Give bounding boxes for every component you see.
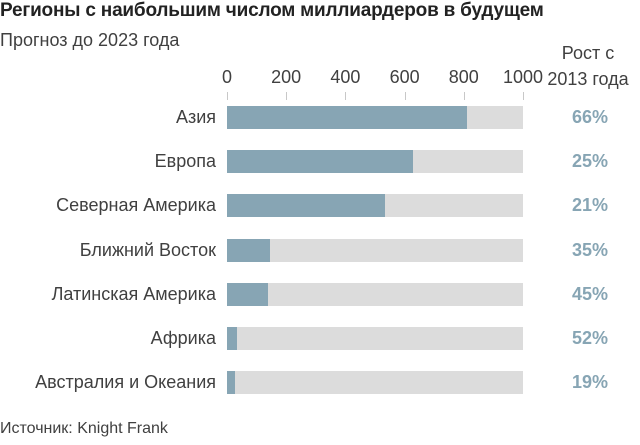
- bar: [227, 371, 235, 395]
- bar: [227, 194, 386, 218]
- growth-value: 45%: [571, 283, 609, 304]
- x-tick-label: 800: [448, 67, 479, 87]
- x-tick-label: 0: [221, 67, 233, 87]
- category-label: Азия: [175, 107, 216, 127]
- category-label: Латинская Америка: [51, 283, 216, 304]
- x-tick-mark: [345, 92, 346, 100]
- bar-track: [227, 327, 523, 350]
- x-tick-label: 1000: [502, 67, 544, 87]
- bar: [227, 238, 270, 262]
- growth-value: 52%: [571, 328, 609, 348]
- x-tick-label: 400: [330, 67, 361, 87]
- x-tick-label: 600: [389, 67, 420, 87]
- bar: [227, 327, 237, 350]
- bar-track: [227, 150, 523, 174]
- x-tick-label: 200: [271, 67, 302, 87]
- growth-value: 19%: [571, 372, 609, 393]
- growth-value: 21%: [571, 195, 609, 216]
- bar-track: [227, 238, 523, 262]
- growth-column-header: Рост с 2013 года: [536, 40, 640, 92]
- growth-value: 35%: [571, 239, 609, 260]
- growth-header-line2: 2013 года: [547, 69, 629, 89]
- category-label: Австралия и Океания: [35, 372, 216, 393]
- bar: [227, 282, 268, 306]
- bar: [227, 106, 468, 129]
- category-label: Европа: [154, 151, 216, 172]
- bar: [227, 150, 413, 174]
- bar-track: [227, 371, 523, 395]
- source-note: Источник: Knight Frank: [0, 420, 168, 437]
- x-tick-mark: [286, 92, 287, 100]
- bar-track: [227, 194, 523, 218]
- bar-track: [227, 106, 523, 129]
- x-tick-mark: [405, 92, 406, 100]
- category-label: Африка: [150, 328, 216, 348]
- chart-title: Регионы с наибольшим числом миллиардеров…: [0, 0, 544, 21]
- category-label: Северная Америка: [56, 195, 216, 216]
- growth-value: 25%: [571, 151, 609, 172]
- category-label: Ближний Восток: [79, 239, 216, 260]
- x-tick-mark: [523, 92, 524, 100]
- bar-track: [227, 282, 523, 306]
- growth-value: 66%: [571, 107, 609, 127]
- growth-header-line1: Рост с: [561, 43, 615, 63]
- x-tick-mark: [464, 92, 465, 100]
- chart-subtitle: Прогноз до 2023 года: [0, 30, 180, 50]
- x-tick-mark: [227, 92, 228, 100]
